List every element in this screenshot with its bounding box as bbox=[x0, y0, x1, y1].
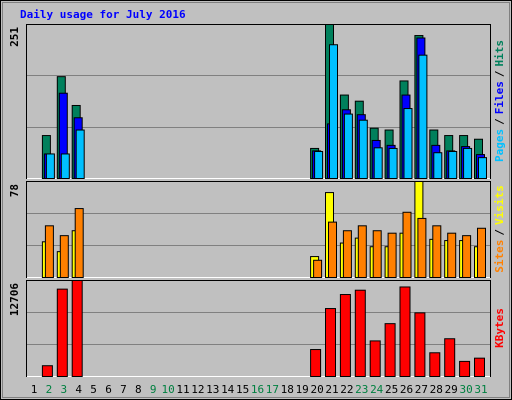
x-tick-label: 30 bbox=[459, 383, 472, 396]
bar bbox=[462, 235, 472, 278]
legend-entry: Hits bbox=[493, 40, 506, 67]
x-tick-label: 2 bbox=[46, 383, 53, 396]
bar bbox=[314, 151, 324, 179]
bar bbox=[310, 349, 322, 378]
bar bbox=[354, 289, 366, 377]
bar bbox=[417, 217, 427, 279]
x-tick-label: 18 bbox=[281, 383, 294, 396]
bar bbox=[459, 360, 471, 377]
legend-separator: / bbox=[493, 229, 506, 236]
x-tick-label: 5 bbox=[90, 383, 97, 396]
bar bbox=[339, 294, 351, 377]
bar bbox=[429, 352, 441, 377]
x-tick-label: 8 bbox=[135, 383, 142, 396]
x-tick-label: 25 bbox=[385, 383, 398, 396]
bar bbox=[384, 323, 396, 378]
x-tick-label: 27 bbox=[415, 383, 428, 396]
bar bbox=[388, 147, 398, 179]
bar bbox=[44, 225, 54, 278]
bar bbox=[448, 151, 458, 179]
plot-area bbox=[26, 24, 491, 179]
x-tick-label: 15 bbox=[236, 383, 249, 396]
bar bbox=[447, 232, 457, 278]
x-tick-label: 4 bbox=[75, 383, 82, 396]
bar bbox=[41, 365, 53, 377]
x-tick-label: 11 bbox=[176, 383, 189, 396]
x-tick-label: 16 bbox=[251, 383, 264, 396]
x-tick-label: 14 bbox=[221, 383, 235, 396]
x-tick-label: 31 bbox=[474, 383, 487, 396]
bar bbox=[60, 153, 70, 179]
bar bbox=[71, 280, 83, 377]
bar bbox=[369, 340, 381, 377]
bar bbox=[343, 113, 353, 179]
bar bbox=[59, 235, 69, 278]
legend-separator: / bbox=[493, 118, 506, 125]
bar bbox=[328, 221, 337, 279]
legend: Sites / Visits bbox=[493, 185, 506, 273]
x-tick-label: 3 bbox=[60, 383, 67, 396]
bar bbox=[474, 357, 485, 378]
y-tick-label: 12706 bbox=[8, 283, 21, 316]
x-tick-label: 10 bbox=[161, 383, 174, 396]
x-tick-label: 6 bbox=[105, 383, 112, 396]
bar bbox=[342, 230, 352, 279]
plot-area bbox=[26, 181, 491, 278]
bar bbox=[357, 225, 367, 278]
x-tick-label: 13 bbox=[206, 383, 219, 396]
x-tick-label: 1 bbox=[31, 383, 38, 396]
legend-entry: Visits bbox=[493, 185, 506, 225]
x-tick-label: 9 bbox=[150, 383, 157, 396]
legend-entry: Pages bbox=[493, 129, 506, 162]
x-tick-label: 19 bbox=[296, 383, 309, 396]
legend-entry: KBytes bbox=[493, 308, 506, 348]
x-tick-label: 29 bbox=[445, 383, 458, 396]
legend: Pages / Files / Hits bbox=[493, 40, 506, 162]
x-tick-label: 20 bbox=[310, 383, 323, 396]
bar bbox=[418, 54, 428, 179]
bar bbox=[478, 157, 487, 179]
bar bbox=[477, 227, 486, 278]
bar bbox=[313, 259, 323, 278]
chart-title: Daily usage for July 2016 bbox=[20, 8, 186, 21]
bar bbox=[433, 152, 443, 180]
bar bbox=[56, 288, 68, 377]
bar bbox=[358, 119, 368, 180]
bar bbox=[325, 308, 336, 377]
legend: KBytes bbox=[493, 308, 506, 348]
bar bbox=[75, 129, 85, 179]
y-tick-label: 78 bbox=[8, 184, 21, 197]
x-tick-label: 7 bbox=[120, 383, 127, 396]
bar bbox=[402, 211, 412, 278]
bar bbox=[45, 153, 55, 179]
bar bbox=[74, 208, 84, 278]
bar bbox=[463, 147, 473, 179]
x-tick-label: 21 bbox=[325, 383, 338, 396]
plot-area bbox=[26, 280, 491, 377]
bar bbox=[387, 232, 397, 278]
x-tick-label: 26 bbox=[400, 383, 413, 396]
legend-entry: Files bbox=[493, 81, 506, 114]
x-tick-label: 23 bbox=[355, 383, 368, 396]
bar bbox=[403, 108, 413, 179]
x-tick-label: 28 bbox=[430, 383, 443, 396]
x-tick-label: 24 bbox=[370, 383, 384, 396]
x-tick-label: 12 bbox=[191, 383, 204, 396]
bar bbox=[373, 147, 383, 179]
bar bbox=[414, 312, 426, 377]
bar bbox=[444, 338, 456, 377]
bar bbox=[329, 44, 338, 180]
bar bbox=[372, 230, 382, 279]
bar bbox=[399, 286, 411, 377]
x-tick-label: 17 bbox=[266, 383, 279, 396]
legend-separator: / bbox=[493, 70, 506, 77]
bar bbox=[432, 225, 442, 278]
x-tick-label: 22 bbox=[340, 383, 353, 396]
legend-entry: Sites bbox=[493, 240, 506, 273]
y-tick-label: 251 bbox=[8, 27, 21, 47]
